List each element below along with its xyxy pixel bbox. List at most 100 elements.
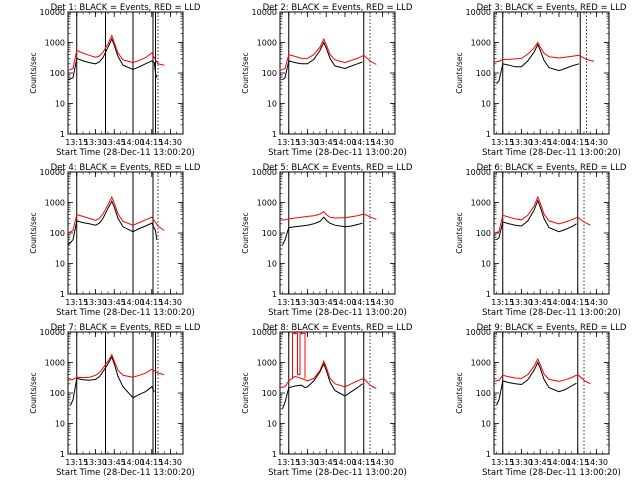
panel-det-5: Det 5: BLACK = Events, RED = LLD 1 10 100 10… xyxy=(241,163,413,318)
x-tick-label: 14:15 xyxy=(352,458,375,467)
y-tick-label: 1 xyxy=(60,130,65,139)
x-axis-label: Start Time (28-Dec-11 13:00:20) xyxy=(56,468,195,478)
panel-det-2: Det 2: BLACK = Events, RED = LLD 1 10 100 10… xyxy=(241,3,413,158)
plot-frame xyxy=(67,11,184,135)
lld-series-line xyxy=(67,195,165,234)
plot-frame xyxy=(493,171,610,295)
x-tick-label: 13:30 xyxy=(510,138,533,147)
x-axis-label: Start Time (28-Dec-11 13:00:20) xyxy=(56,148,195,158)
x-tick-label: 13:30 xyxy=(510,458,533,467)
x-tick-label: 13:45 xyxy=(315,298,338,307)
events-series-line xyxy=(67,37,158,81)
x-tick-label: 14:15 xyxy=(352,298,375,307)
lld-series-line xyxy=(67,34,165,72)
x-tick-label: 14:00 xyxy=(121,138,144,147)
x-tick-label: 13:45 xyxy=(529,458,552,467)
x-tick-label: 14:30 xyxy=(585,298,608,307)
y-axis-label: Counts/sec xyxy=(29,372,38,413)
y-tick-label: 10000 xyxy=(466,8,491,17)
events-series-line xyxy=(67,200,158,246)
y-tick-label: 10 xyxy=(481,260,491,269)
x-tick-label: 13:30 xyxy=(296,458,319,467)
x-axis-label: Start Time (28-Dec-11 13:00:20) xyxy=(268,148,407,158)
panel-title: Det 1: BLACK = Events, RED = LLD xyxy=(51,3,201,13)
panel-det-1: Det 1: BLACK = Events, RED = LLD 1 10 100 10… xyxy=(29,3,201,158)
x-tick-label: 14:30 xyxy=(159,138,182,147)
y-axis-label: Counts/sec xyxy=(455,372,464,413)
y-tick-label: 100 xyxy=(50,69,65,78)
y-axis-label: Counts/sec xyxy=(455,52,464,93)
y-axis-label: Counts/sec xyxy=(241,212,250,253)
y-tick-label: 10 xyxy=(481,420,491,429)
y-tick-label: 1 xyxy=(272,290,277,299)
y-tick-label: 10 xyxy=(55,420,65,429)
x-tick-label: 13:15 xyxy=(277,138,300,147)
panel-title: Det 6: BLACK = Events, RED = LLD xyxy=(477,163,627,173)
lld-series-line xyxy=(67,353,165,381)
plot-frame xyxy=(279,171,396,295)
x-tick-label: 14:00 xyxy=(121,458,144,467)
lld-series-line xyxy=(493,41,595,63)
plot-frame xyxy=(67,331,184,455)
lld-series-line xyxy=(279,37,377,72)
panel-title: Det 7: BLACK = Events, RED = LLD xyxy=(51,323,201,333)
x-tick-label: 13:30 xyxy=(84,138,107,147)
y-axis-label: Counts/sec xyxy=(241,52,250,93)
plot-frame xyxy=(279,11,396,135)
panel-det-3: Det 3: BLACK = Events, RED = LLD 1 10 100 10… xyxy=(455,3,627,158)
panel-det-7: Det 7: BLACK = Events, RED = LLD 1 10 100 10… xyxy=(29,323,201,478)
events-series-line xyxy=(496,43,580,84)
y-tick-label: 100 xyxy=(262,69,277,78)
x-tick-label: 14:30 xyxy=(371,138,394,147)
y-tick-label: 10 xyxy=(267,420,277,429)
x-tick-label: 14:30 xyxy=(159,298,182,307)
x-tick-label: 13:15 xyxy=(491,298,514,307)
x-tick-label: 14:15 xyxy=(140,298,163,307)
panel-det-8: Det 8: BLACK = Events, RED = LLD 1 10 100 10… xyxy=(241,323,413,478)
x-tick-label: 13:15 xyxy=(65,458,88,467)
events-series-line xyxy=(282,362,363,410)
y-tick-label: 100 xyxy=(262,389,277,398)
panel-det-4: Det 4: BLACK = Events, RED = LLD 1 10 100 10… xyxy=(29,163,201,318)
x-tick-label: 14:15 xyxy=(140,138,163,147)
x-tick-label: 13:45 xyxy=(103,458,126,467)
y-tick-label: 100 xyxy=(50,229,65,238)
panel-title: Det 2: BLACK = Events, RED = LLD xyxy=(263,3,413,13)
y-tick-label: 1 xyxy=(272,130,277,139)
y-tick-label: 10000 xyxy=(40,328,65,337)
y-tick-label: 10000 xyxy=(252,8,277,17)
x-tick-label: 14:15 xyxy=(566,138,589,147)
y-tick-label: 10000 xyxy=(40,8,65,17)
y-tick-label: 1 xyxy=(60,290,65,299)
y-axis-label: Counts/sec xyxy=(29,52,38,93)
y-tick-label: 1000 xyxy=(257,199,277,208)
x-tick-label: 13:30 xyxy=(296,298,319,307)
y-tick-label: 1 xyxy=(486,130,491,139)
panel-title: Det 9: BLACK = Events, RED = LLD xyxy=(477,323,627,333)
y-tick-label: 1 xyxy=(486,450,491,459)
x-tick-label: 13:15 xyxy=(491,138,514,147)
x-tick-label: 13:15 xyxy=(277,298,300,307)
panel-title: Det 5: BLACK = Events, RED = LLD xyxy=(263,163,413,173)
y-tick-label: 1000 xyxy=(45,39,65,48)
x-tick-label: 14:00 xyxy=(333,138,356,147)
x-axis-label: Start Time (28-Dec-11 13:00:20) xyxy=(56,308,195,318)
y-axis-label: Counts/sec xyxy=(455,212,464,253)
events-series-line xyxy=(282,216,363,246)
y-tick-label: 10000 xyxy=(252,168,277,177)
plot-frame xyxy=(67,171,184,295)
y-axis-label: Counts/sec xyxy=(29,212,38,253)
x-tick-label: 14:15 xyxy=(566,458,589,467)
y-axis-label: Counts/sec xyxy=(241,372,250,413)
y-tick-label: 10 xyxy=(267,100,277,109)
y-tick-label: 1000 xyxy=(45,359,65,368)
y-tick-label: 10 xyxy=(267,260,277,269)
x-tick-label: 13:45 xyxy=(529,138,552,147)
y-tick-label: 10000 xyxy=(466,328,491,337)
y-tick-label: 10 xyxy=(481,100,491,109)
x-tick-label: 14:00 xyxy=(333,458,356,467)
events-series-line xyxy=(496,361,577,406)
x-tick-label: 14:00 xyxy=(121,298,144,307)
x-axis-label: Start Time (28-Dec-11 13:00:20) xyxy=(482,308,621,318)
panel-det-6: Det 6: BLACK = Events, RED = LLD 1 10 100 10… xyxy=(455,163,627,318)
